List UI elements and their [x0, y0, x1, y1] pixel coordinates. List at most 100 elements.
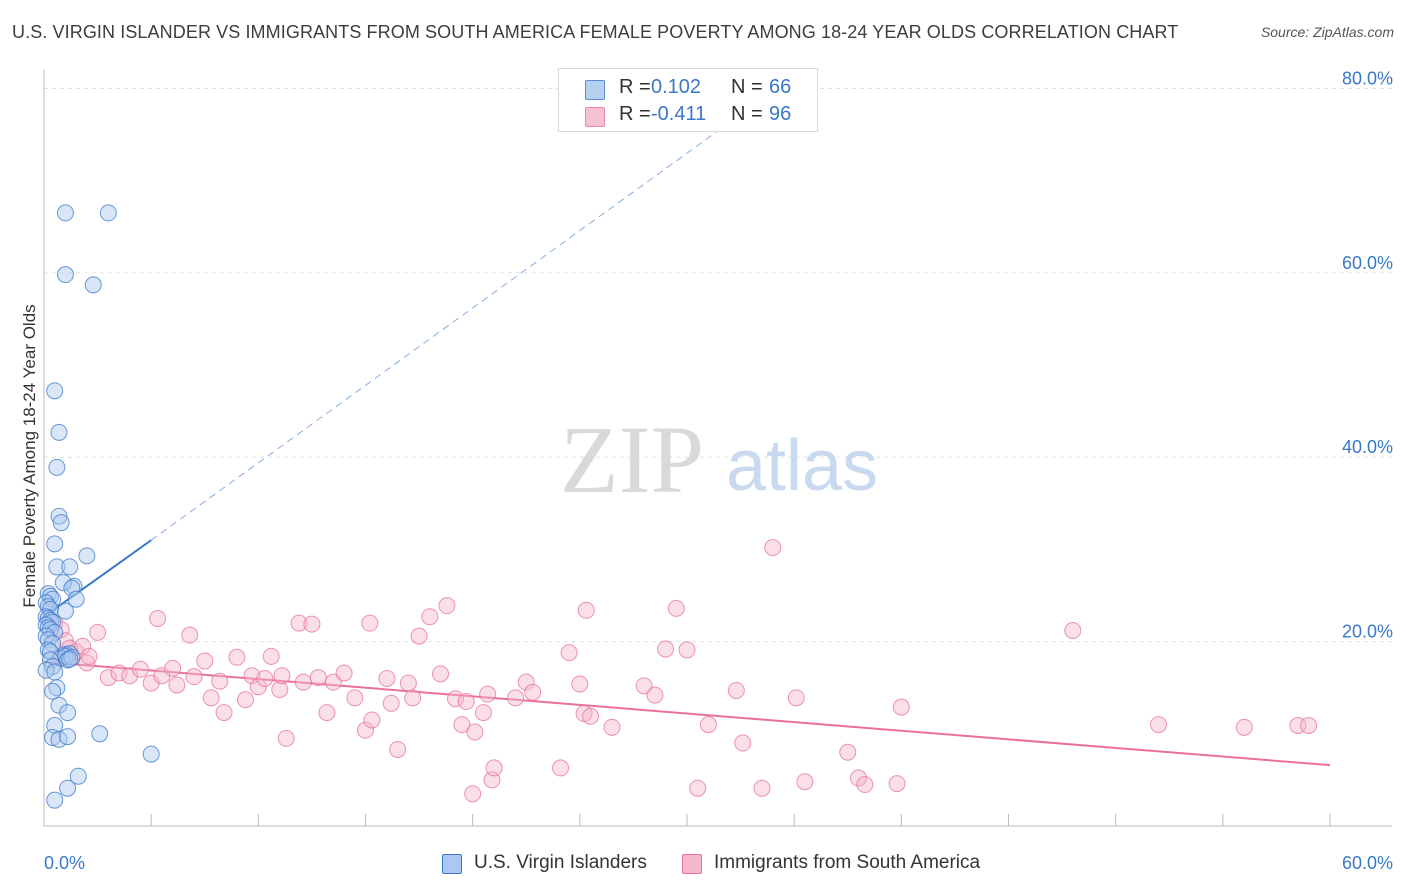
data-point-blue	[48, 558, 66, 576]
data-point-pink	[764, 539, 782, 557]
data-point-pink	[215, 704, 233, 722]
data-points	[37, 204, 1318, 809]
data-point-blue	[37, 661, 55, 679]
source-label: Source: ZipAtlas.com	[1260, 24, 1394, 40]
data-point-blue	[142, 745, 160, 763]
axes	[43, 70, 1392, 827]
data-point-pink	[262, 647, 280, 665]
legend-r-label: R =	[619, 103, 651, 125]
data-point-blue	[59, 779, 77, 797]
data-point-blue	[69, 767, 87, 785]
data-point-blue	[46, 382, 64, 400]
data-point-blue	[59, 704, 77, 722]
stats-legend: R = 0.102 N = 66 R = -0.411 N = 96	[558, 68, 818, 132]
tick-labels: 20.0% 40.0% 60.0% 80.0% 0.0% 60.0%	[44, 68, 1393, 873]
data-point-pink	[560, 644, 578, 662]
data-point-pink	[796, 773, 814, 791]
watermark: ZIP atlas	[560, 406, 878, 513]
data-point-blue	[52, 514, 70, 532]
data-point-pink	[699, 716, 717, 734]
data-point-pink	[667, 599, 685, 617]
data-point-pink	[324, 673, 342, 691]
data-point-pink	[273, 667, 291, 685]
data-point-pink	[1300, 717, 1318, 735]
data-point-blue	[56, 602, 74, 620]
y-tick-label: 40.0%	[1342, 437, 1393, 457]
data-point-pink	[382, 694, 400, 712]
data-point-pink	[335, 664, 353, 682]
data-point-pink	[457, 693, 475, 711]
data-point-pink	[74, 637, 92, 655]
legend-swatch-pink	[682, 854, 702, 874]
data-point-pink	[181, 626, 199, 644]
data-point-pink	[346, 689, 364, 707]
data-point-pink	[849, 769, 867, 787]
data-point-pink	[464, 785, 482, 803]
y-axis-title: Female Poverty Among 18-24 Year Olds	[20, 304, 39, 608]
data-point-pink	[1150, 716, 1168, 734]
data-point-pink	[290, 614, 308, 632]
legend-swatch-blue	[585, 80, 605, 100]
data-point-pink	[892, 698, 910, 716]
data-point-blue	[91, 725, 109, 743]
data-point-pink	[552, 759, 570, 777]
data-point-blue	[54, 574, 72, 592]
data-point-blue	[63, 579, 81, 597]
data-point-pink	[507, 689, 525, 707]
data-point-pink	[524, 683, 542, 701]
data-point-pink	[271, 681, 289, 699]
data-point-pink	[168, 676, 186, 694]
data-point-pink	[202, 689, 220, 707]
data-point-blue	[46, 535, 64, 553]
data-point-pink	[363, 711, 381, 729]
data-point-pink	[149, 610, 167, 628]
data-point-pink	[277, 729, 295, 747]
trend-line-pink	[43, 660, 1331, 767]
watermark-atlas: atlas	[726, 426, 878, 506]
data-point-pink	[839, 743, 857, 761]
data-point-pink	[1064, 622, 1082, 640]
legend-r-value: 0.102	[651, 76, 702, 98]
data-point-pink	[89, 623, 107, 641]
data-point-pink	[78, 654, 96, 672]
chart-title: U.S. VIRGIN ISLANDER VS IMMIGRANTS FROM …	[12, 22, 1179, 42]
data-point-blue	[84, 276, 102, 294]
data-point-pink	[856, 776, 874, 794]
data-point-blue	[50, 696, 68, 714]
data-point-pink	[236, 691, 254, 709]
data-point-pink	[753, 779, 771, 797]
data-point-pink	[389, 740, 407, 758]
data-point-pink	[404, 689, 422, 707]
data-point-pink	[646, 686, 664, 704]
watermark-zip: ZIP	[560, 406, 704, 513]
legend-n-value: 66	[769, 76, 792, 98]
data-point-pink	[303, 615, 321, 633]
data-point-blue	[44, 682, 62, 700]
data-point-pink	[479, 685, 497, 703]
data-point-pink	[378, 669, 396, 687]
legend-n-label: N =	[731, 76, 763, 98]
data-point-blue	[44, 728, 62, 746]
legend-label-pink: Immigrants from South America	[714, 852, 981, 873]
legend-label-blue: U.S. Virgin Islanders	[474, 852, 647, 873]
data-point-pink	[361, 614, 379, 632]
data-point-pink	[485, 759, 503, 777]
x-tick-label: 60.0%	[1342, 853, 1393, 873]
data-point-pink	[432, 665, 450, 683]
data-point-pink	[888, 775, 906, 793]
data-point-pink	[80, 647, 98, 665]
data-point-pink	[438, 597, 456, 615]
data-point-pink	[294, 673, 312, 691]
y-tick-label: 20.0%	[1342, 622, 1393, 642]
data-point-pink	[318, 704, 336, 722]
data-point-pink	[357, 721, 374, 739]
y-tick-label: 60.0%	[1342, 253, 1393, 273]
data-point-pink	[582, 707, 600, 725]
data-point-pink	[228, 648, 246, 666]
legend-n-value: 96	[769, 103, 792, 125]
data-point-pink	[517, 673, 535, 691]
data-point-blue	[61, 650, 79, 668]
data-point-pink	[466, 723, 484, 741]
data-point-pink	[211, 672, 229, 690]
data-point-blue	[50, 507, 68, 525]
